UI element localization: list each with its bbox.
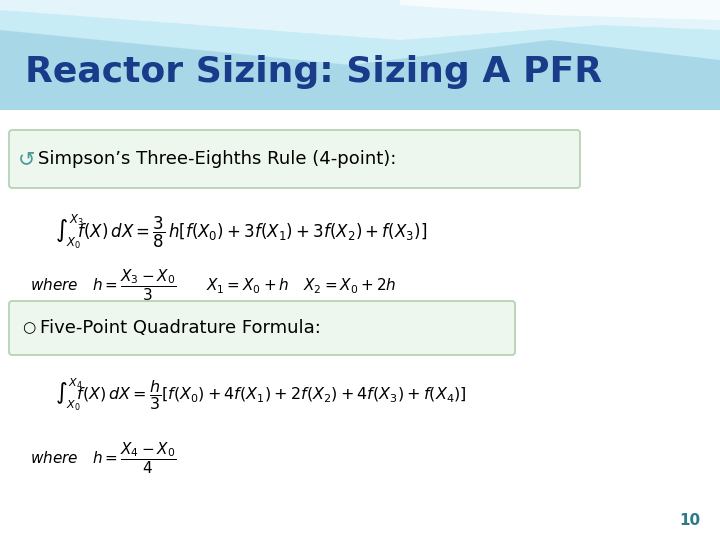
- Polygon shape: [400, 0, 720, 20]
- Text: Reactor Sizing: Sizing A PFR: Reactor Sizing: Sizing A PFR: [25, 55, 602, 89]
- FancyBboxPatch shape: [0, 0, 720, 110]
- Text: ↺: ↺: [18, 149, 35, 169]
- FancyBboxPatch shape: [9, 130, 580, 188]
- Polygon shape: [0, 0, 720, 40]
- Text: 10: 10: [679, 513, 700, 528]
- Text: $\int_{X_0}^{X_4} \!\! f(X)\,dX = \dfrac{h}{3}\left[f(X_0)+4f(X_1)+2f(X_2)+4f(X_: $\int_{X_0}^{X_4} \!\! f(X)\,dX = \dfrac…: [55, 377, 467, 413]
- Text: Simpson’s Three-Eighths Rule (4-point):: Simpson’s Three-Eighths Rule (4-point):: [38, 150, 397, 168]
- FancyBboxPatch shape: [9, 301, 515, 355]
- Text: $\mathit{where}\quad h = \dfrac{X_4 - X_0}{4}$: $\mathit{where}\quad h = \dfrac{X_4 - X_…: [30, 440, 176, 476]
- Text: $\int_{X_0}^{X_3} \!\! f(X)\,dX = \dfrac{3}{8}\,h\left[f(X_0)+3f(X_1)+3f(X_2)+f(: $\int_{X_0}^{X_3} \!\! f(X)\,dX = \dfrac…: [55, 213, 427, 251]
- Text: ○: ○: [22, 321, 35, 335]
- Text: $\mathit{where}\quad h = \dfrac{X_3 - X_0}{3} \qquad X_1 = X_0 + h \quad X_2 = X: $\mathit{where}\quad h = \dfrac{X_3 - X_…: [30, 267, 397, 303]
- Text: Five-Point Quadrature Formula:: Five-Point Quadrature Formula:: [40, 319, 321, 337]
- Polygon shape: [0, 0, 720, 65]
